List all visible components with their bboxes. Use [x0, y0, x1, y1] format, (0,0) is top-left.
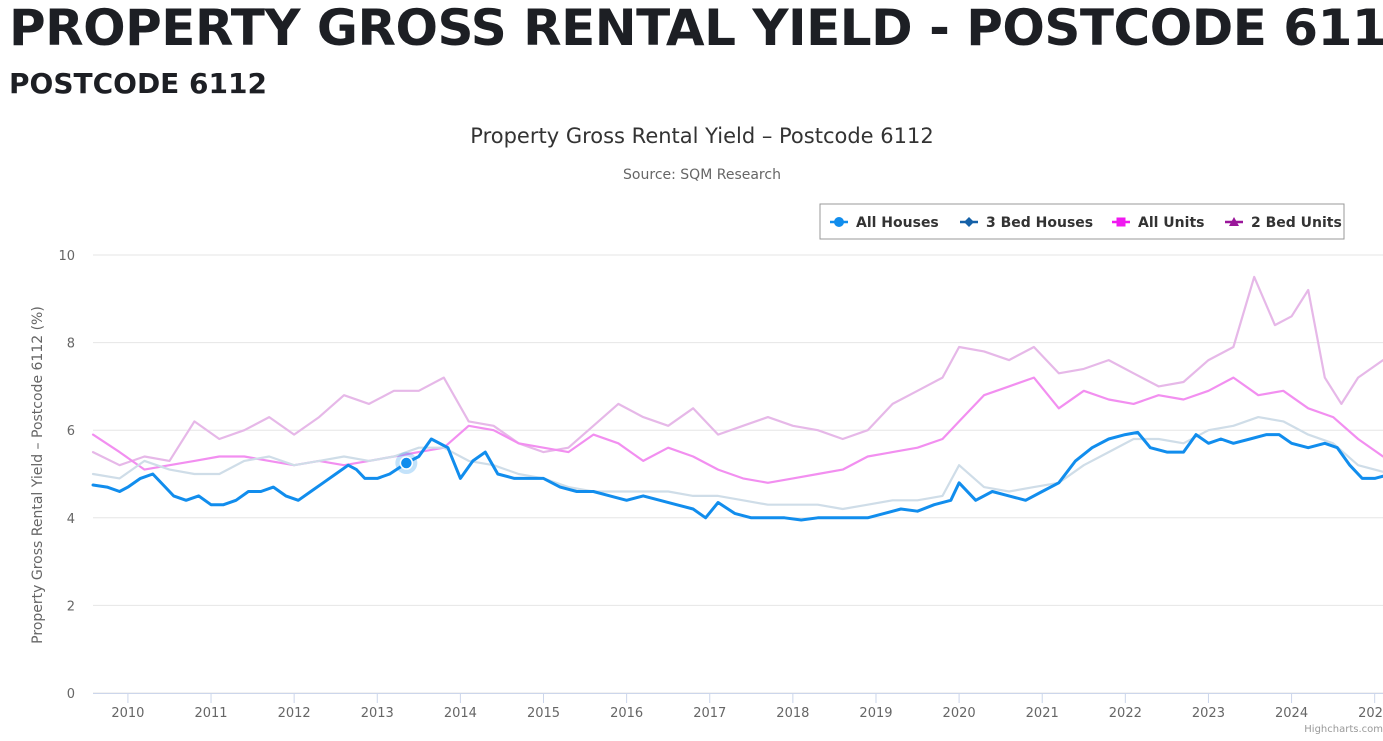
- page-title: PROPERTY GROSS RENTAL YIELD - POSTCODE 6…: [9, 0, 1383, 57]
- hover-point[interactable]: [399, 456, 414, 470]
- page-subtitle: POSTCODE 6112: [9, 67, 267, 100]
- legend-item-all-houses[interactable]: All Houses: [830, 215, 939, 231]
- chart-container: Property Gross Rental Yield – Postcode 6…: [0, 110, 1383, 737]
- legend-item-3-bed-houses[interactable]: 3 Bed Houses: [960, 215, 1093, 231]
- x-tick-label: 2025: [1358, 706, 1383, 721]
- x-tick-label: 2016: [610, 706, 643, 721]
- x-tick-label: 2011: [194, 706, 227, 721]
- legend-marker-square: [1116, 217, 1126, 227]
- y-tick-label: 6: [67, 424, 75, 439]
- legend-label: All Houses: [856, 215, 939, 231]
- legend-label: 2 Bed Units: [1251, 215, 1342, 231]
- legend-item-all-units[interactable]: All Units: [1112, 215, 1204, 231]
- series-line-3-bed-houses[interactable]: [91, 416, 1383, 511]
- x-tick-label: 2021: [1026, 706, 1059, 721]
- y-axis-label: Property Gross Rental Yield – Postcode 6…: [30, 306, 46, 644]
- legend-marker-triangle: [1229, 217, 1239, 226]
- highlight-layer: [395, 452, 418, 475]
- legend-marker-circle: [834, 217, 844, 227]
- y-tick-label: 8: [67, 337, 75, 352]
- x-tick-label: 2012: [278, 706, 311, 721]
- x-tick-label: 2013: [361, 706, 394, 721]
- chart-title: Property Gross Rental Yield – Postcode 6…: [470, 124, 933, 148]
- legend-box: [819, 203, 1345, 240]
- legend-marker-diamond: [964, 217, 974, 227]
- grid-lines: [93, 254, 1383, 694]
- x-tick-label: 2015: [527, 706, 560, 721]
- y-tick-label: 4: [67, 512, 75, 527]
- x-tick-label: 2020: [943, 706, 976, 721]
- x-tick-label: 2018: [776, 706, 809, 721]
- legend-label: All Units: [1138, 215, 1204, 231]
- series-line-2-bed-units[interactable]: [91, 275, 1383, 467]
- x-tick-label: 2019: [859, 706, 892, 721]
- series-layer: [91, 275, 1383, 522]
- legend-label: 3 Bed Houses: [986, 215, 1093, 231]
- y-tick-label: 2: [67, 599, 75, 614]
- rental-yield-chart: Property Gross Rental Yield – Postcode 6…: [30, 124, 1383, 735]
- x-tick-label: 2017: [693, 706, 726, 721]
- credits-link[interactable]: Highcharts.com: [1304, 724, 1383, 735]
- x-tick-label: 2014: [444, 706, 477, 721]
- x-tick-label: 2010: [111, 706, 144, 721]
- x-tick-label: 2023: [1192, 706, 1225, 721]
- legend-item-2-bed-units[interactable]: 2 Bed Units: [1225, 215, 1342, 231]
- y-tick-label: 10: [58, 249, 75, 264]
- series-line-all-houses[interactable]: [91, 430, 1383, 522]
- x-tick-label: 2024: [1275, 706, 1308, 721]
- x-tick-label: 2022: [1109, 706, 1142, 721]
- y-tick-label: 0: [67, 687, 75, 702]
- chart-legend: All Houses 3 Bed Houses All Units 2 Bed Uni…: [819, 203, 1345, 240]
- chart-subtitle: Source: SQM Research: [623, 167, 781, 183]
- y-axis-ticks: 0 2 4 6 8 10: [58, 249, 75, 702]
- x-axis: 2010 2011 2012 2013 2014 2015 2016 2017 2018 2019…: [93, 693, 1383, 721]
